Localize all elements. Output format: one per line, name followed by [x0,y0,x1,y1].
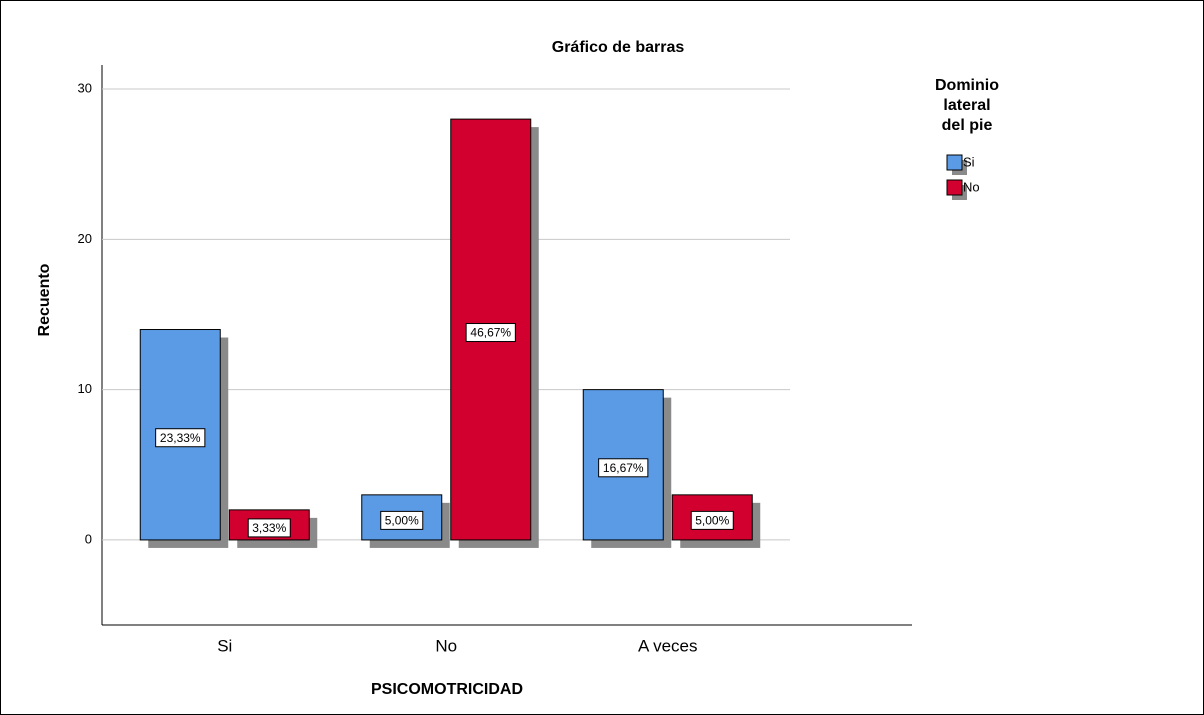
x-axis-label: PSICOMOTRICIDAD [371,681,523,698]
data-label: 3,33% [252,521,286,535]
legend-title: Dominio lateral del pie [935,77,999,134]
y-tick-label: 30 [78,80,92,95]
data-label: 5,00% [695,514,729,528]
data-label-box [690,510,734,530]
y-tick-label: 10 [78,381,92,396]
data-label: 23,33% [160,431,201,445]
y-tick-label: 20 [78,231,92,246]
chart-title: Gráfico de barras [552,39,685,56]
x-tick-label: A veces [638,636,698,655]
x-tick-label: No [435,636,457,655]
x-tick-label: Si [217,636,232,655]
data-label-box [465,323,516,343]
data-label-box [380,510,424,530]
data-label: 46,67% [470,326,511,340]
legend-swatch [946,179,963,196]
data-label-box [247,518,291,538]
legend-label: Si [963,154,975,169]
data-label-box [155,428,206,448]
y-axis-label: Recuento [36,263,53,336]
data-label: 5,00% [385,514,419,528]
legend-label: No [963,179,980,194]
data-label: 16,67% [603,461,644,475]
legend-swatch [946,154,963,171]
data-label-box [598,458,649,478]
y-tick-label: 0 [85,531,92,546]
